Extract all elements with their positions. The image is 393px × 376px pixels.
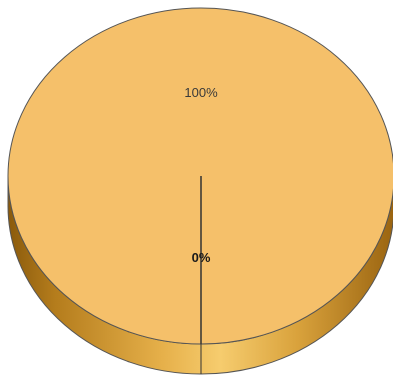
slice-label-0: 0%: [192, 250, 211, 265]
slice-label-100: 100%: [184, 85, 218, 100]
